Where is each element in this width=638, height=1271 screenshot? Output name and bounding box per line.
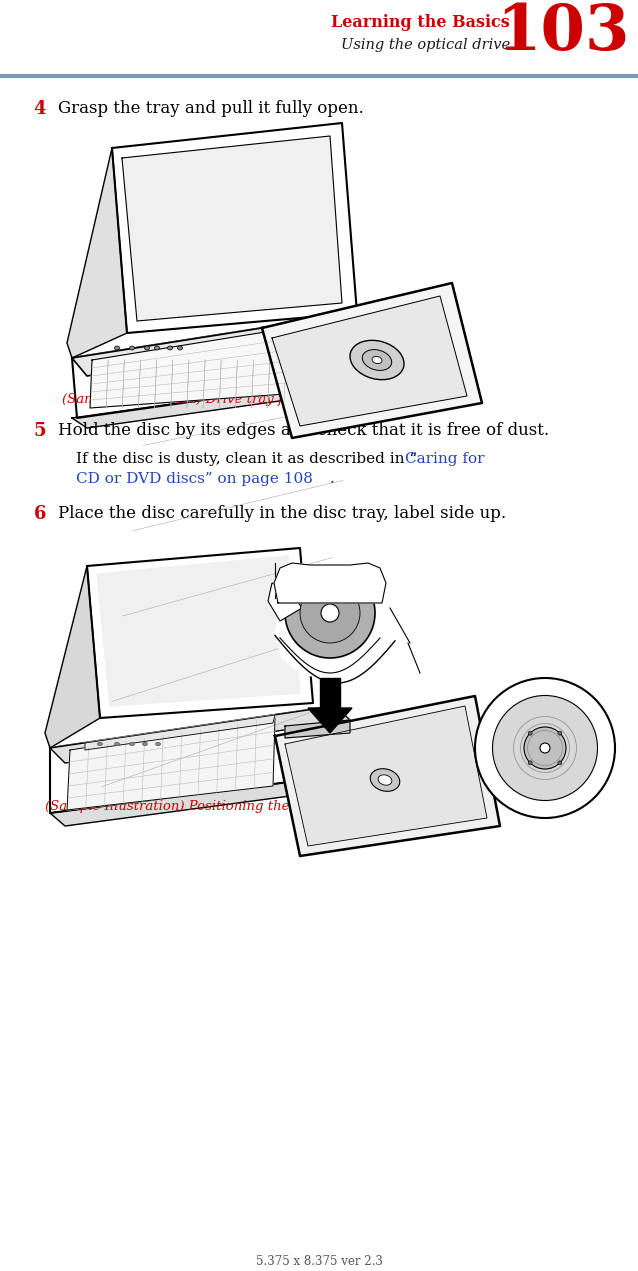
Text: CD or DVD discs” on page 108: CD or DVD discs” on page 108 [76, 472, 313, 486]
Polygon shape [97, 555, 300, 705]
Text: .: . [330, 472, 335, 486]
Ellipse shape [300, 583, 360, 643]
Text: Caring for: Caring for [405, 452, 484, 466]
Text: Hold the disc by its edges and check that it is free of dust.: Hold the disc by its edges and check tha… [58, 422, 549, 438]
Ellipse shape [475, 677, 615, 819]
Ellipse shape [321, 604, 339, 622]
Ellipse shape [378, 775, 392, 785]
Ellipse shape [98, 742, 103, 746]
Ellipse shape [372, 356, 382, 364]
Polygon shape [320, 677, 340, 708]
Polygon shape [90, 325, 302, 408]
Polygon shape [112, 123, 357, 333]
Text: 5: 5 [33, 422, 46, 440]
Ellipse shape [350, 341, 404, 380]
Ellipse shape [142, 742, 147, 746]
Text: (Sample Illustration) Drive tray fully extended: (Sample Illustration) Drive tray fully e… [62, 393, 374, 405]
Ellipse shape [130, 742, 135, 746]
Polygon shape [85, 716, 275, 750]
Polygon shape [308, 708, 352, 733]
Ellipse shape [130, 346, 135, 350]
Ellipse shape [114, 346, 119, 350]
Ellipse shape [156, 742, 161, 746]
Polygon shape [50, 705, 335, 813]
Ellipse shape [114, 742, 119, 746]
Polygon shape [272, 296, 467, 426]
Polygon shape [268, 583, 302, 622]
Ellipse shape [558, 731, 562, 735]
Polygon shape [285, 705, 487, 846]
Polygon shape [50, 777, 350, 826]
Text: 5.375 x 8.375 ver 2.3: 5.375 x 8.375 ver 2.3 [256, 1254, 382, 1268]
Ellipse shape [370, 769, 400, 792]
Ellipse shape [285, 568, 375, 658]
Ellipse shape [177, 346, 182, 350]
Polygon shape [87, 548, 313, 718]
Ellipse shape [493, 695, 598, 801]
Text: Grasp the tray and pull it fully open.: Grasp the tray and pull it fully open. [58, 100, 364, 117]
Polygon shape [122, 136, 342, 322]
Polygon shape [72, 313, 372, 376]
Polygon shape [67, 718, 275, 810]
Text: If the disc is dusty, clean it as described in “: If the disc is dusty, clean it as descri… [76, 452, 417, 466]
Ellipse shape [558, 761, 562, 765]
Text: 6: 6 [34, 505, 46, 522]
Text: Learning the Basics: Learning the Basics [331, 14, 510, 31]
Polygon shape [50, 705, 350, 763]
Text: 4: 4 [34, 100, 46, 118]
Ellipse shape [362, 350, 392, 370]
Text: (Sample Illustration) Positioning the disc in the drive: (Sample Illustration) Positioning the di… [45, 799, 403, 813]
Polygon shape [274, 563, 386, 602]
Polygon shape [275, 608, 385, 677]
Polygon shape [285, 719, 350, 738]
Polygon shape [45, 566, 100, 749]
Text: Place the disc carefully in the disc tray, label side up.: Place the disc carefully in the disc tra… [58, 505, 506, 522]
Polygon shape [262, 283, 482, 438]
Ellipse shape [168, 346, 172, 350]
Text: 103: 103 [496, 3, 630, 64]
Ellipse shape [524, 727, 566, 769]
Ellipse shape [528, 731, 532, 735]
Ellipse shape [528, 761, 532, 765]
Ellipse shape [540, 744, 550, 752]
Ellipse shape [144, 346, 149, 350]
Polygon shape [275, 697, 500, 855]
Polygon shape [72, 313, 357, 418]
Polygon shape [67, 147, 127, 358]
Ellipse shape [154, 346, 160, 350]
Text: Using the optical drive: Using the optical drive [341, 38, 510, 52]
Polygon shape [72, 377, 372, 428]
